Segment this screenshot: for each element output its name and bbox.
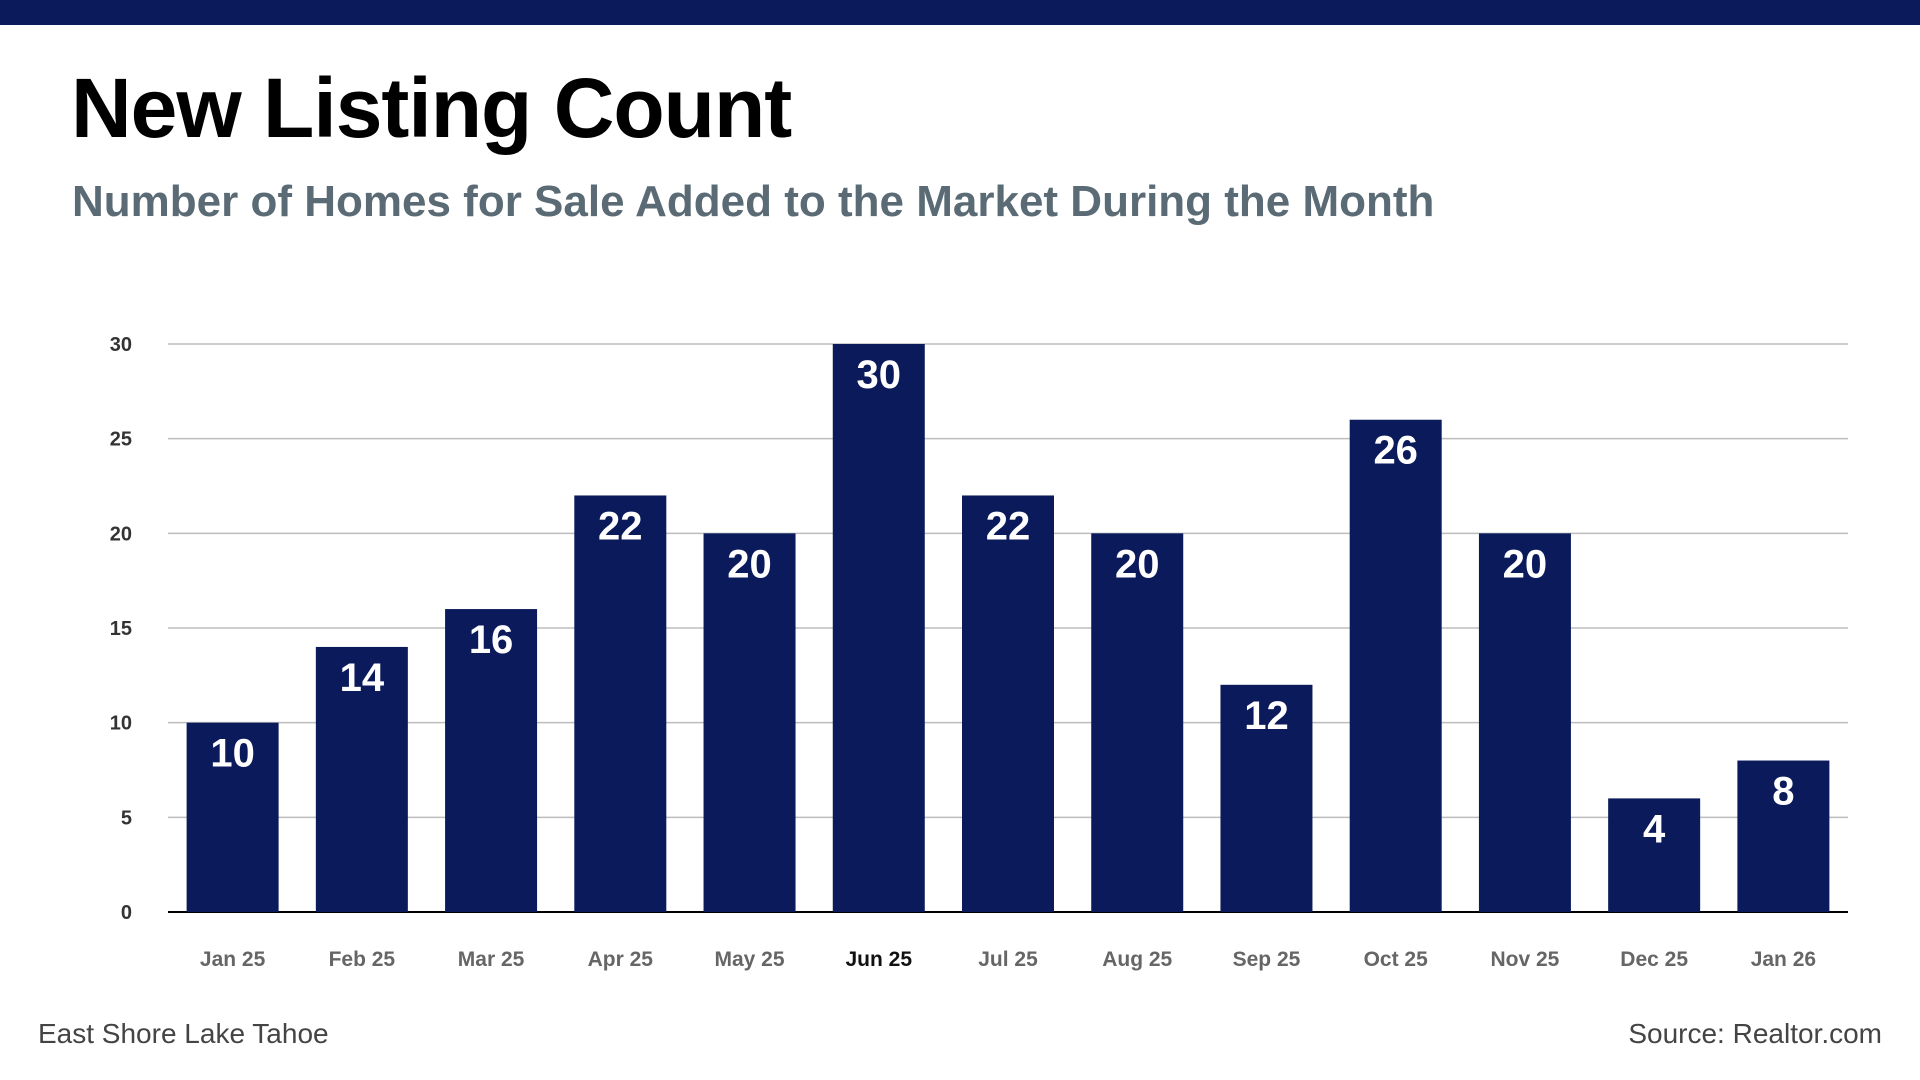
bar-value-label: 30	[857, 353, 902, 397]
y-tick-label: 15	[110, 618, 132, 640]
region-label: East Shore Lake Tahoe	[38, 1018, 329, 1049]
y-tick-label: 0	[121, 902, 132, 924]
bar-value-label: 26	[1373, 429, 1418, 473]
top-accent-bar	[0, 0, 1920, 25]
bar-value-label: 20	[727, 542, 772, 586]
bar	[1091, 533, 1184, 912]
x-category-label: Jun 25	[846, 948, 913, 971]
bar-value-label: 8	[1772, 770, 1794, 814]
x-category-label: Feb 25	[329, 948, 396, 971]
y-tick-label: 25	[110, 429, 132, 451]
page-subtitle: Number of Homes for Sale Added to the Ma…	[72, 177, 1435, 226]
bar	[315, 646, 408, 912]
y-tick-label: 5	[121, 807, 132, 829]
x-category-label: Sep 25	[1233, 948, 1301, 971]
bar	[703, 533, 796, 912]
x-category-label: Jul 25	[978, 948, 1038, 971]
x-category-label: Nov 25	[1490, 948, 1559, 971]
bar	[574, 495, 667, 912]
x-category-label: Dec 25	[1620, 948, 1688, 971]
y-tick-label: 20	[110, 523, 132, 545]
bar	[186, 722, 279, 912]
bar-value-label: 10	[210, 732, 255, 776]
source-label: Source: Realtor.com	[1628, 1018, 1882, 1049]
bar-value-label: 14	[340, 656, 385, 700]
x-category-label: Oct 25	[1364, 948, 1429, 971]
x-category-label: Jan 25	[200, 948, 266, 971]
bar	[1478, 533, 1571, 912]
bar-value-label: 20	[1503, 542, 1548, 586]
y-tick-label: 30	[110, 334, 132, 356]
x-category-label: May 25	[715, 948, 785, 971]
x-category-label: Mar 25	[458, 948, 525, 971]
bar-value-label: 16	[469, 618, 514, 662]
bar-value-label: 20	[1115, 542, 1160, 586]
y-tick-label: 10	[110, 713, 132, 735]
bar-value-label: 22	[986, 504, 1031, 548]
bar-value-label: 12	[1244, 694, 1289, 738]
bar-value-label: 4	[1643, 807, 1666, 851]
bar	[1220, 684, 1313, 912]
page-title: New Listing Count	[71, 61, 792, 155]
bar	[832, 344, 925, 912]
bar-value-label: 22	[598, 504, 643, 548]
bar	[1737, 760, 1830, 912]
bar	[962, 495, 1054, 912]
bar	[1349, 419, 1442, 912]
bar	[1608, 798, 1701, 912]
x-category-label: Aug 25	[1102, 948, 1172, 971]
x-category-label: Apr 25	[588, 948, 654, 971]
bar	[445, 609, 538, 912]
x-category-label: Jan 26	[1751, 948, 1816, 971]
